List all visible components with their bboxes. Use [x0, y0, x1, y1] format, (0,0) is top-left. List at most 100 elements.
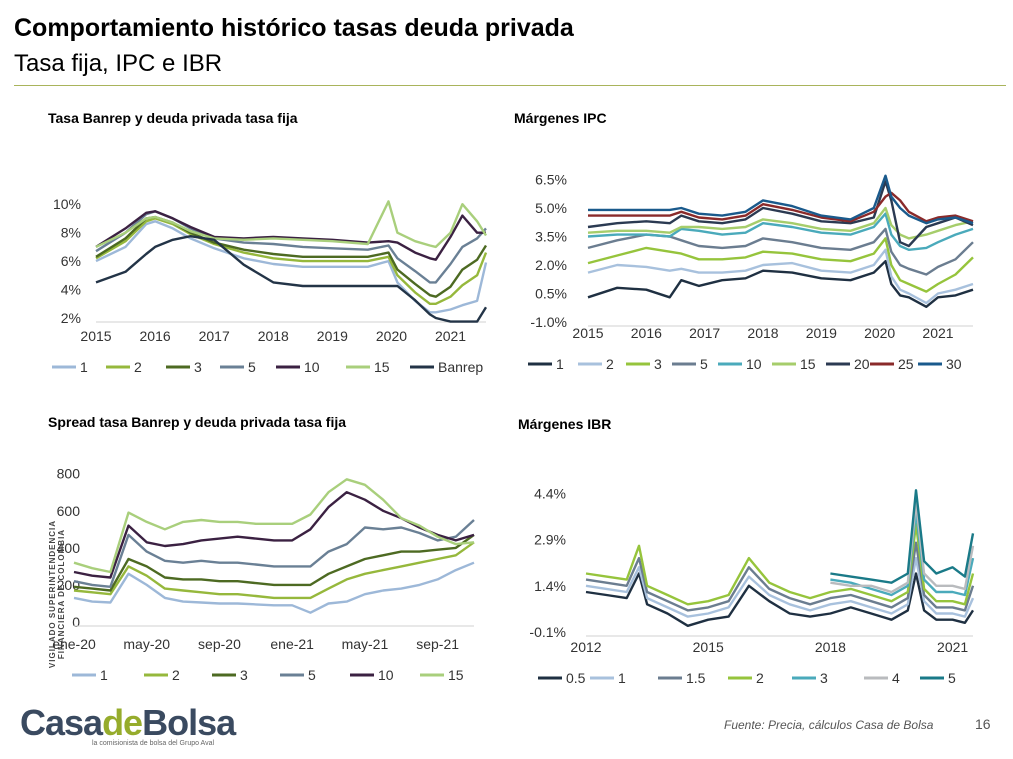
x-tick-label: 2018 — [258, 328, 289, 344]
legend-label: 4 — [892, 670, 900, 686]
x-tick-label: 2021 — [435, 328, 466, 344]
series-line-5 — [73, 519, 475, 588]
legend-label: 2 — [134, 359, 142, 375]
legend-label: 0.5 — [566, 670, 586, 686]
legend-label: 10 — [304, 359, 320, 375]
y-tick-label: 5.0% — [535, 200, 567, 216]
chart-title-margenes-ibr: Márgenes IBR — [518, 416, 612, 432]
x-tick-label: may-20 — [123, 636, 170, 652]
legend-label: 1 — [80, 359, 88, 375]
x-tick-label: sep-21 — [416, 636, 459, 652]
chart-title-tasa-fija: Tasa Banrep y deuda privada tasa fija — [48, 110, 298, 126]
legend-label: 1 — [556, 356, 564, 372]
y-tick-label: 600 — [57, 503, 81, 519]
y-tick-label: 2% — [61, 310, 81, 326]
series-line-2 — [585, 523, 975, 606]
page-subtitle: Tasa fija, IPC e IBR — [14, 50, 223, 77]
y-tick-label: 4.4% — [534, 485, 566, 501]
casadebolsa-logo: CasadeBolsa — [20, 702, 236, 743]
y-tick-label: 6.5% — [535, 172, 567, 188]
legend-label: 3 — [654, 356, 662, 372]
x-tick-label: 2020 — [864, 325, 895, 341]
logo-tagline: la comisionista de bolsa del Grupo Aval — [92, 740, 215, 747]
x-tick-label: 2015 — [693, 639, 724, 655]
legend-label: 2 — [172, 667, 180, 683]
x-tick-label: 2020 — [376, 328, 407, 344]
series-line-3 — [830, 510, 975, 597]
y-tick-label: 0 — [72, 614, 80, 630]
y-tick-label: 1.4% — [534, 578, 566, 594]
y-tick-label: 400 — [57, 540, 81, 556]
x-tick-label: 2018 — [815, 639, 846, 655]
series-line-5 — [830, 489, 975, 584]
legend-label: 2 — [606, 356, 614, 372]
legend-label: Banrep — [438, 359, 483, 375]
x-tick-label: 2019 — [317, 328, 348, 344]
source-note: Fuente: Precia, cálculos Casa de Bolsa — [724, 718, 934, 732]
y-tick-label: 6% — [61, 253, 81, 269]
y-tick-label: 800 — [57, 466, 81, 482]
legend-label: 1.5 — [686, 670, 706, 686]
x-tick-label: 2018 — [747, 325, 778, 341]
y-tick-label: 2.0% — [535, 257, 567, 273]
series-line-3 — [587, 237, 974, 293]
legend-label: 10 — [746, 356, 762, 372]
series-line-1_5 — [585, 541, 975, 612]
series-line-20 — [587, 180, 974, 248]
legend-label: 2 — [756, 670, 764, 686]
vigilado-side-text: VIGILADO SUPERINTENDENCIA FINANCIERA DE … — [48, 519, 66, 669]
legend-label: 5 — [308, 667, 316, 683]
series-line-1 — [73, 561, 475, 614]
legend-label: 3 — [240, 667, 248, 683]
legend-label: 3 — [820, 670, 828, 686]
chart-title-spread: Spread tasa Banrep y deuda privada tasa … — [48, 414, 347, 430]
series-line-25 — [588, 191, 974, 223]
chart-title-margenes-ipc: Márgenes IPC — [514, 110, 607, 126]
legend-label: 5 — [248, 359, 256, 375]
legend-label: 15 — [374, 359, 390, 375]
y-tick-label: -0.1% — [529, 624, 566, 640]
x-tick-label: 2016 — [140, 328, 171, 344]
legend-label: 15 — [448, 667, 464, 683]
legend-label: 5 — [948, 670, 956, 686]
y-tick-label: 4% — [61, 282, 81, 298]
x-tick-label: ene-20 — [52, 636, 96, 652]
legend-label: 10 — [378, 667, 394, 683]
legend-label: 25 — [898, 356, 914, 372]
series-line-30 — [588, 174, 974, 225]
series-line-0_5 — [585, 572, 975, 627]
x-tick-label: 2016 — [631, 325, 662, 341]
series-line-5 — [587, 227, 974, 276]
x-tick-label: 2017 — [199, 328, 230, 344]
page-title: Comportamiento histórico tasas deuda pri… — [14, 14, 574, 42]
x-tick-label: ene-21 — [270, 636, 314, 652]
header-divider — [14, 85, 1006, 86]
x-tick-label: 2015 — [80, 328, 111, 344]
x-tick-label: 2017 — [689, 325, 720, 341]
series-line-2 — [587, 248, 974, 305]
series-line-1 — [585, 556, 975, 618]
x-tick-label: may-21 — [342, 636, 389, 652]
x-tick-label: 2019 — [806, 325, 837, 341]
series-line-1 — [95, 220, 488, 314]
legend-label: 1 — [618, 670, 626, 686]
series-line-2 — [73, 541, 475, 600]
series-line-2 — [95, 217, 488, 305]
x-tick-label: 2012 — [570, 639, 601, 655]
series-line-3 — [73, 533, 475, 592]
legend-label: 20 — [854, 356, 870, 372]
series-line-15 — [95, 200, 488, 249]
x-tick-label: sep-20 — [198, 636, 241, 652]
series-line-Banrep — [95, 235, 488, 323]
y-tick-label: 8% — [61, 225, 81, 241]
y-tick-label: 0.5% — [535, 286, 567, 302]
series-line-4 — [830, 501, 975, 594]
series-line-15 — [587, 206, 974, 240]
series-line-15 — [73, 478, 475, 574]
y-tick-label: 2.9% — [534, 532, 566, 548]
y-tick-label: -1.0% — [530, 314, 567, 330]
